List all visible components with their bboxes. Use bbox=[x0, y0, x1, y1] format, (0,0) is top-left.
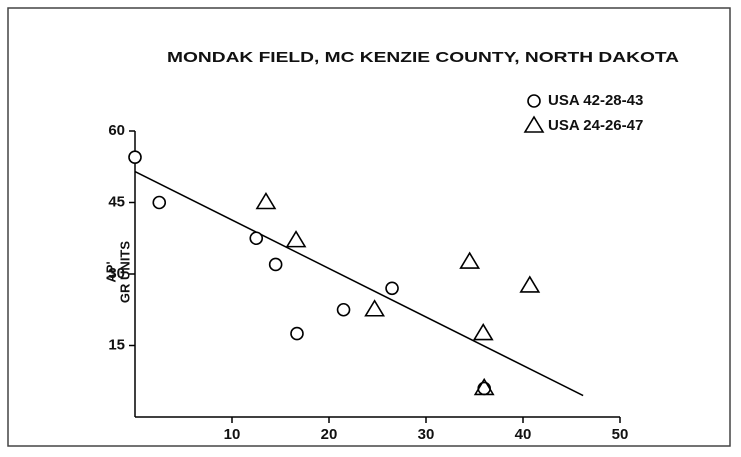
x-tick-label: 40 bbox=[515, 426, 532, 443]
y-tick-label: 60 bbox=[108, 122, 125, 139]
point bbox=[336, 302, 351, 317]
point bbox=[364, 299, 386, 317]
point bbox=[385, 281, 399, 296]
legend-label: USA 42-28-43 bbox=[548, 92, 643, 109]
point bbox=[473, 377, 495, 396]
y-tick-label: 15 bbox=[108, 336, 125, 353]
y-axis-label: GR UNITS bbox=[117, 241, 132, 303]
point bbox=[472, 323, 494, 341]
legend-marker bbox=[523, 115, 545, 133]
legend-marker bbox=[527, 94, 541, 108]
x-tick-label: 20 bbox=[321, 426, 338, 443]
point bbox=[477, 381, 492, 396]
y-tick-label: 30 bbox=[108, 265, 125, 282]
point bbox=[519, 275, 541, 293]
trend-line bbox=[134, 170, 584, 397]
x-tick-label: 10 bbox=[224, 426, 241, 443]
y-axis-label: AP' bbox=[103, 261, 118, 282]
frame bbox=[7, 7, 731, 447]
x-tick-label: 30 bbox=[418, 426, 435, 443]
x-tick-label: 50 bbox=[612, 426, 629, 443]
point bbox=[290, 326, 304, 341]
y-tick-label: 45 bbox=[108, 193, 125, 210]
point bbox=[255, 191, 277, 210]
point bbox=[459, 251, 481, 269]
chart-title: MONDAK FIELD, MC KENZIE COUNTY, NORTH DA… bbox=[167, 49, 679, 66]
point bbox=[285, 230, 307, 248]
point bbox=[128, 150, 142, 165]
point bbox=[268, 257, 283, 272]
point bbox=[152, 195, 167, 210]
legend-label: USA 24-26-47 bbox=[548, 117, 643, 134]
point bbox=[249, 231, 264, 246]
